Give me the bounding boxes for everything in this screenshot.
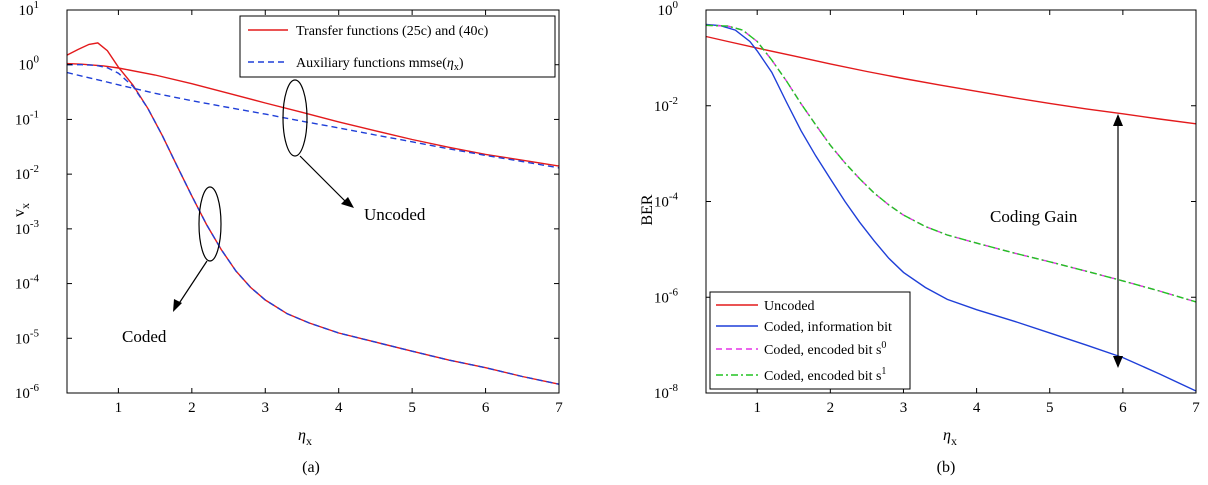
coding-gain-arrowhead-bottom bbox=[1113, 356, 1123, 368]
x-tick-label: 5 bbox=[408, 400, 416, 416]
y-tick-label: 10-1 bbox=[15, 108, 39, 128]
legend-b: Uncoded Coded, information bit Coded, en… bbox=[709, 291, 911, 390]
coding-gain-arrowhead-top bbox=[1113, 114, 1123, 126]
legend-label-encoded-bit-s0-sup: 0 bbox=[881, 340, 886, 351]
y-tick-label: 10-3 bbox=[15, 218, 40, 238]
legend-box-a bbox=[239, 15, 556, 78]
series-line-a-2 bbox=[66, 71, 560, 169]
legend-label-encoded-bit-s1: Coded, encoded bit s1 bbox=[764, 366, 886, 384]
y-tick-label: 10-4 bbox=[654, 191, 679, 211]
annotation-group-uncoded: Uncoded bbox=[282, 79, 426, 224]
x-tick-label: 7 bbox=[555, 400, 563, 416]
series-line-b-2 bbox=[705, 24, 1197, 303]
legend-label-uncoded: Uncoded bbox=[764, 299, 815, 314]
x-tick-label: 4 bbox=[335, 400, 343, 416]
legend-label-encoded-bit-s1-sup: 1 bbox=[881, 366, 886, 377]
series-line-b-1 bbox=[705, 23, 1197, 392]
legend-label-information-bit: Coded, information bit bbox=[764, 320, 892, 335]
series-line-b-0 bbox=[705, 35, 1197, 125]
coding-gain-arrow: Coding Gain bbox=[990, 114, 1123, 368]
x-tick-label: 1 bbox=[115, 400, 123, 416]
x-tick-label: 2 bbox=[827, 400, 835, 416]
annotation-coded: Coded bbox=[122, 327, 167, 346]
y-tick-label: 10-6 bbox=[15, 382, 40, 402]
x-tick-label: 1 bbox=[753, 400, 761, 416]
legend-label-auxiliary: Auxiliary functions mmse(ηx) bbox=[296, 56, 464, 73]
x-tick-label: 7 bbox=[1192, 400, 1200, 416]
annotation-group-coded: Coded bbox=[122, 186, 222, 346]
y-tick-label: 10-2 bbox=[654, 95, 678, 115]
x-tick-label: 3 bbox=[262, 400, 270, 416]
y-axis-label-b: BER bbox=[639, 194, 656, 225]
annotation-uncoded: Uncoded bbox=[364, 205, 426, 224]
y-tick-label: 10-6 bbox=[654, 286, 679, 306]
x-tick-label: 4 bbox=[973, 400, 981, 416]
ticks-layer-a: 1 2 3 4 5 6 7 10-6 10-5 10-4 10-3 10-2 10-1 100 101 bbox=[15, 0, 563, 416]
series-line-a-3 bbox=[67, 64, 560, 385]
annotation-ellipse-coded bbox=[198, 186, 222, 262]
annotation-arrow-uncoded bbox=[299, 155, 347, 203]
axes-frame-a bbox=[66, 9, 560, 394]
annotation-arrow-coded bbox=[177, 260, 208, 306]
y-tick-label: 10-4 bbox=[15, 273, 40, 293]
series-layer-b bbox=[705, 23, 1197, 392]
caption-b: (b) bbox=[937, 459, 956, 476]
legend-label-transfer: Transfer functions (25c) and (40c) bbox=[296, 24, 489, 39]
y-axis-label-a: vx bbox=[11, 203, 32, 217]
x-tick-label: 5 bbox=[1046, 400, 1054, 416]
legend-a: Transfer functions (25c) and (40c) Auxil… bbox=[239, 15, 556, 78]
legend-label-encoded-bit-s0-text: Coded, encoded bit s bbox=[764, 343, 881, 358]
x-tick-label: 6 bbox=[1119, 400, 1127, 416]
series-line-a-1 bbox=[66, 62, 560, 167]
legend-label-encoded-bit-s0: Coded, encoded bit s0 bbox=[764, 340, 886, 358]
legend-box-b bbox=[709, 291, 911, 390]
y-tick-label: 10-8 bbox=[654, 382, 679, 402]
annotation-coding-gain: Coding Gain bbox=[990, 207, 1078, 226]
y-tick-label: 10-5 bbox=[15, 327, 40, 347]
caption-a: (a) bbox=[302, 459, 320, 476]
y-tick-label: 10-2 bbox=[15, 163, 39, 183]
chart-panel-b: 1 2 3 4 5 6 7 10-8 10-6 10-4 10-2 100 Coding Gain U… bbox=[639, 0, 1200, 476]
x-tick-label: 2 bbox=[188, 400, 196, 416]
annotation-ellipse-uncoded bbox=[282, 79, 308, 157]
y-tick-label: 100 bbox=[658, 0, 679, 19]
annotation-arrowhead-coded bbox=[173, 299, 182, 312]
x-axis-label-b: ηx bbox=[943, 427, 957, 448]
series-line-b-3 bbox=[705, 24, 1197, 303]
x-axis-label-a: ηx bbox=[298, 427, 312, 448]
x-tick-label: 3 bbox=[900, 400, 908, 416]
ticks-layer-b: 1 2 3 4 5 6 7 10-8 10-6 10-4 10-2 100 bbox=[654, 0, 1200, 416]
chart-panel-a: 1 2 3 4 5 6 7 10-6 10-5 10-4 10-3 10-2 10-1 100 101 Tr… bbox=[11, 0, 563, 476]
series-layer-a bbox=[66, 42, 560, 385]
x-tick-label: 6 bbox=[482, 400, 490, 416]
annotation-arrowhead-uncoded bbox=[341, 197, 354, 208]
y-tick-label: 101 bbox=[19, 0, 40, 19]
y-tick-label: 100 bbox=[19, 54, 40, 74]
legend-label-encoded-bit-s1-text: Coded, encoded bit s bbox=[764, 369, 881, 384]
